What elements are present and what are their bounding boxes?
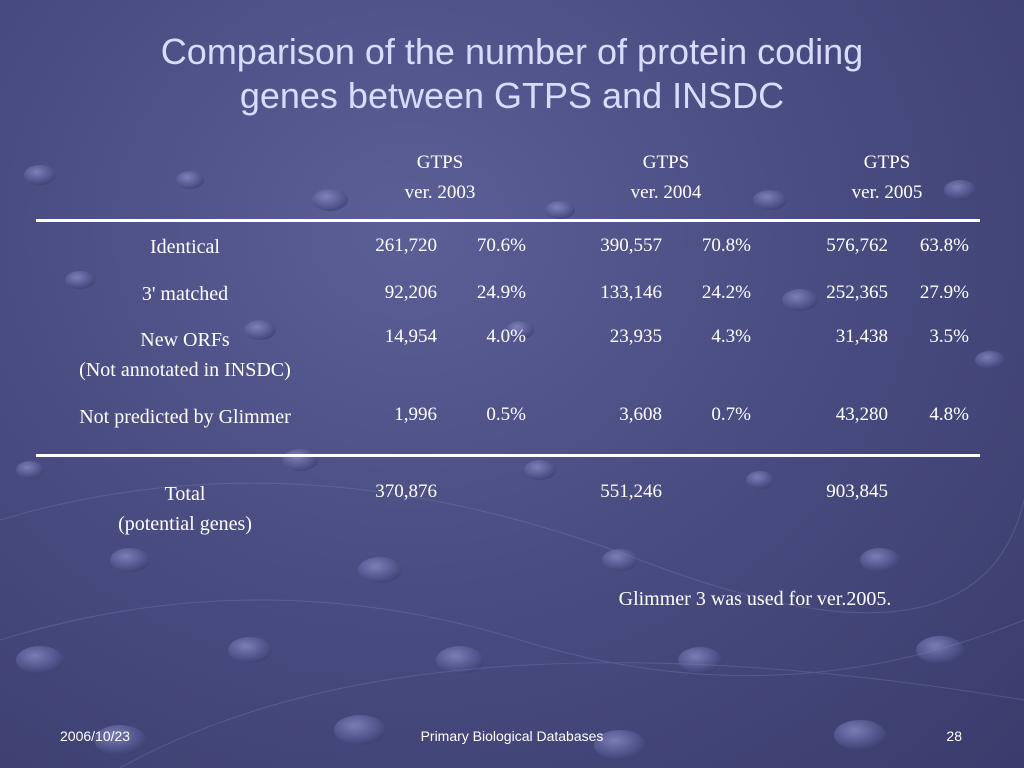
- cell-percent: 3.5%: [929, 326, 969, 347]
- footer-page-number: 28: [946, 728, 962, 744]
- cell-count: 23,935: [609, 326, 662, 347]
- column-header-name: GTPS: [863, 152, 911, 173]
- cell-percent: 0.5%: [486, 404, 526, 425]
- header-divider: [36, 219, 980, 222]
- cell-count: 252,365: [826, 282, 888, 303]
- cell-percent: 70.8%: [701, 235, 751, 256]
- row-label-line: (Not annotated in INSDC): [79, 359, 291, 381]
- cell-percent: 4.3%: [711, 326, 751, 347]
- total-count: 551,246: [600, 481, 662, 502]
- row-label-line: (potential genes): [118, 513, 252, 535]
- cell-percent: 4.0%: [486, 326, 526, 347]
- cell-count: 43,280: [835, 404, 888, 425]
- total-divider: [36, 454, 980, 457]
- column-header-version: ver. 2003: [404, 182, 476, 203]
- column-header-2005: GTPS ver. 2005: [807, 148, 967, 208]
- total-count: 370,876: [375, 481, 437, 502]
- row-label-line: Not predicted by Glimmer: [79, 406, 291, 428]
- row-label-not-predicted: Not predicted by Glimmer: [20, 402, 350, 432]
- column-header-version: ver. 2004: [630, 182, 702, 203]
- cell-count: 133,146: [600, 282, 662, 303]
- row-label-identical: Identical: [20, 232, 350, 262]
- row-label-line: Identical: [150, 236, 220, 258]
- column-header-2003: GTPS ver. 2003: [360, 148, 520, 208]
- cell-count: 261,720: [375, 235, 437, 256]
- cell-count: 3,608: [619, 404, 662, 425]
- cell-count: 31,438: [835, 326, 888, 347]
- cell-percent: 24.9%: [476, 282, 526, 303]
- slide-title: Comparison of the number of protein codi…: [0, 30, 1024, 118]
- footer-date: 2006/10/23: [60, 728, 131, 744]
- cell-count: 390,557: [600, 235, 662, 256]
- column-header-2004: GTPS ver. 2004: [586, 148, 746, 208]
- column-header-version: ver. 2005: [851, 182, 923, 203]
- row-label-3-matched: 3' matched: [20, 279, 350, 309]
- total-count: 903,845: [826, 481, 888, 502]
- cell-count: 576,762: [826, 235, 888, 256]
- slide-title-line-2: genes between GTPS and INSDC: [239, 75, 785, 116]
- cell-percent: 4.8%: [929, 404, 969, 425]
- cell-percent: 0.7%: [711, 404, 751, 425]
- row-label-line: New ORFs: [140, 329, 230, 351]
- slide-title-line-1: Comparison of the number of protein codi…: [160, 31, 864, 72]
- cell-percent: 63.8%: [919, 235, 969, 256]
- cell-count: 14,954: [384, 326, 437, 347]
- cell-percent: 70.6%: [476, 235, 526, 256]
- footnote: Glimmer 3 was used for ver.2005.: [618, 588, 892, 610]
- column-header-name: GTPS: [642, 152, 690, 173]
- cell-percent: 27.9%: [919, 282, 969, 303]
- row-label-total: Total (potential genes): [20, 479, 350, 539]
- cell-count: 92,206: [384, 282, 437, 303]
- cell-percent: 24.2%: [701, 282, 751, 303]
- row-label-line: Total: [164, 483, 206, 505]
- column-header-name: GTPS: [416, 152, 464, 173]
- cell-count: 1,996: [394, 404, 437, 425]
- row-label-new-orfs: New ORFs (Not annotated in INSDC): [20, 325, 350, 385]
- row-label-line: 3' matched: [141, 283, 229, 305]
- footer-course: Primary Biological Databases: [420, 728, 604, 744]
